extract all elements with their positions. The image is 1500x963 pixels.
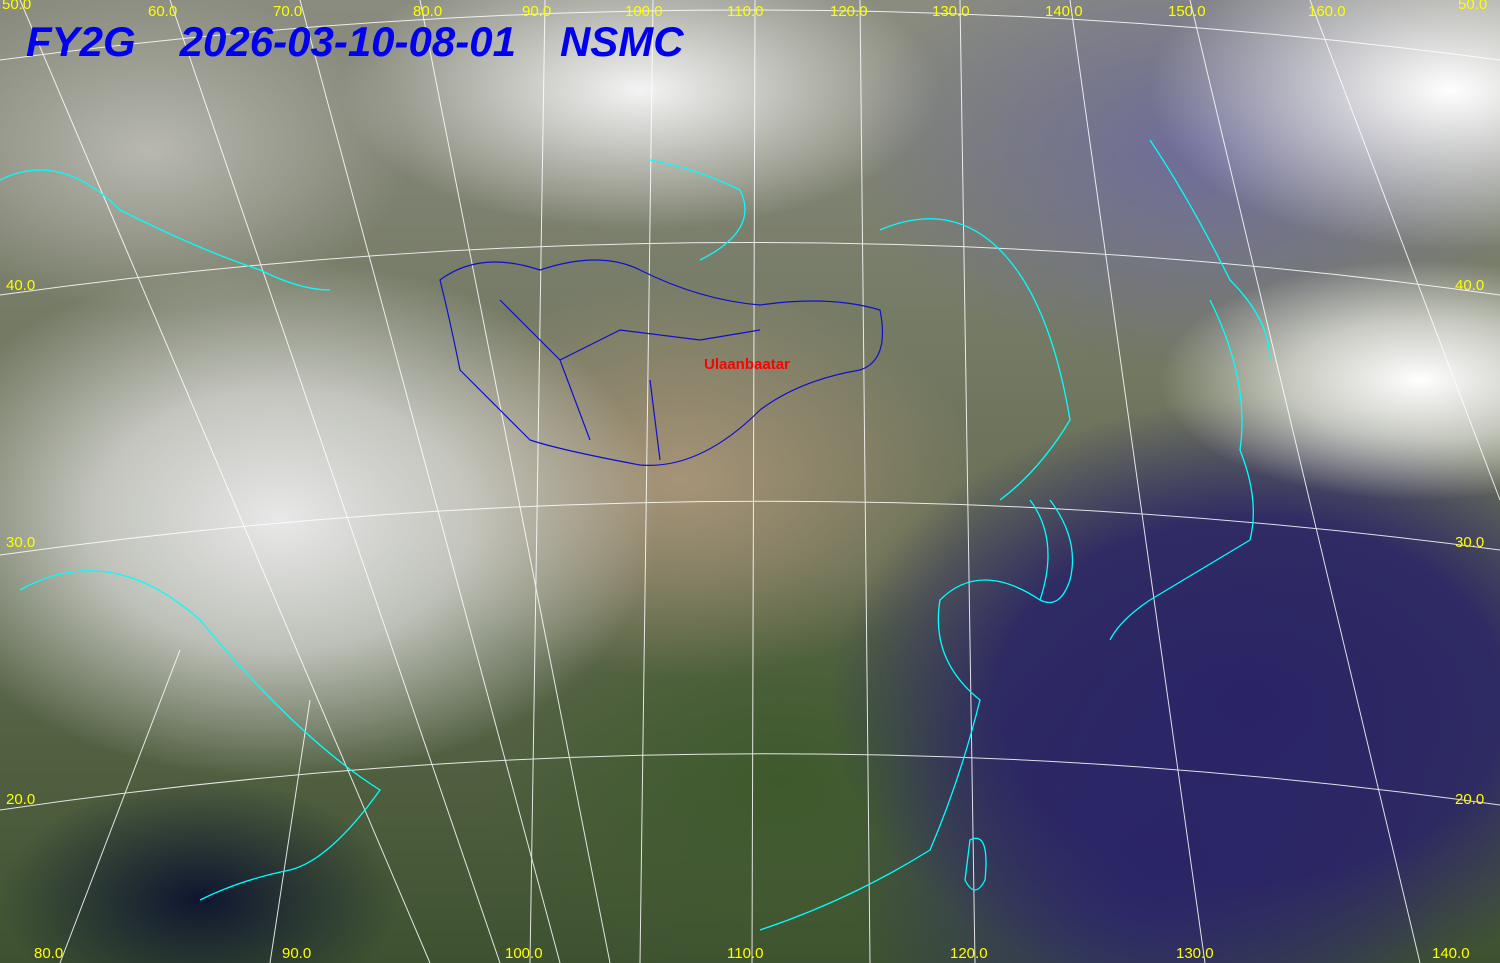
top-label: 90.0 <box>522 3 552 20</box>
bottom-label: 90.0 <box>282 945 312 962</box>
top-label: 130.0 <box>932 3 970 20</box>
bottom-label: 110.0 <box>727 945 764 962</box>
top-label: 50.0 <box>1458 0 1488 13</box>
city-label: Ulaanbaatar <box>704 356 790 373</box>
left-label: 40.0 <box>6 277 36 294</box>
right-label: 30.0 <box>1455 534 1485 551</box>
agency: NSMC <box>559 18 684 65</box>
image-title: FY2G 2026-03-10-08-01 NSMC <box>26 18 728 66</box>
parallel-20 <box>0 753 1500 811</box>
top-label: 150.0 <box>1168 3 1206 20</box>
satellite-name: FY2G <box>26 18 136 65</box>
top-label: 160.0 <box>1308 3 1346 20</box>
parallel-40 <box>0 242 1500 296</box>
coastlines <box>0 139 1271 931</box>
top-label: 50.0 <box>2 0 32 13</box>
right-label: 40.0 <box>1455 277 1485 294</box>
bottom-label: 130.0 <box>1176 945 1214 962</box>
top-label: 140.0 <box>1045 3 1083 20</box>
left-label: 20.0 <box>6 791 36 808</box>
top-label: 80.0 <box>413 3 443 20</box>
bottom-label: 80.0 <box>34 945 64 962</box>
parallel-30 <box>0 500 1500 556</box>
bottom-label: 120.0 <box>950 945 988 962</box>
top-label: 60.0 <box>148 3 178 20</box>
timestamp: 2026-03-10-08-01 <box>179 18 516 65</box>
top-label: 120.0 <box>830 3 868 20</box>
bottom-label: 140.0 <box>1432 945 1470 962</box>
top-label: 110.0 <box>727 3 764 20</box>
top-label: 100.0 <box>625 3 663 20</box>
top-label: 70.0 <box>273 3 303 20</box>
mongolia-border <box>439 259 884 466</box>
parallel-50 <box>0 9 1500 61</box>
left-label: 30.0 <box>6 534 36 551</box>
right-label: 20.0 <box>1455 791 1485 808</box>
bottom-label: 100.0 <box>505 945 543 962</box>
